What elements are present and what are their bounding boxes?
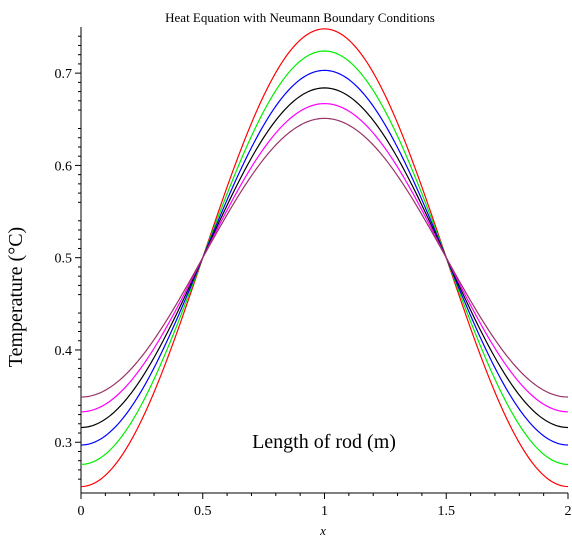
x-tick-label: 0 — [78, 504, 85, 519]
y-tick-label: 0.7 — [55, 67, 73, 82]
y-axis-label: Temperature (°C) — [5, 227, 27, 367]
curves — [80, 28, 569, 488]
annotation-label: Length of rod (m) — [252, 431, 396, 453]
series-line-1 — [80, 28, 569, 488]
chart-title: Heat Equation with Neumann Boundary Cond… — [165, 10, 435, 25]
x-tick-label: 1 — [321, 504, 328, 519]
x-tick-label: 2 — [565, 504, 572, 519]
series-line-2 — [80, 50, 569, 465]
series-line-6 — [80, 117, 569, 398]
series-line-3 — [80, 69, 569, 446]
series-line-5 — [80, 102, 569, 413]
axes: 0 0.5 1 1.5 2 0.3 0.4 0.5 0.6 0.7 — [55, 27, 572, 519]
series-line-4 — [80, 87, 569, 429]
y-tick-label: 0.6 — [55, 159, 73, 174]
y-tick-label: 0.5 — [55, 252, 73, 267]
y-tick-label: 0.3 — [55, 436, 73, 451]
x-tick-label: 1.5 — [438, 504, 456, 519]
x-axis-label: x — [319, 523, 326, 538]
x-tick-label: 0.5 — [194, 504, 212, 519]
y-tick-label: 0.4 — [55, 344, 73, 359]
